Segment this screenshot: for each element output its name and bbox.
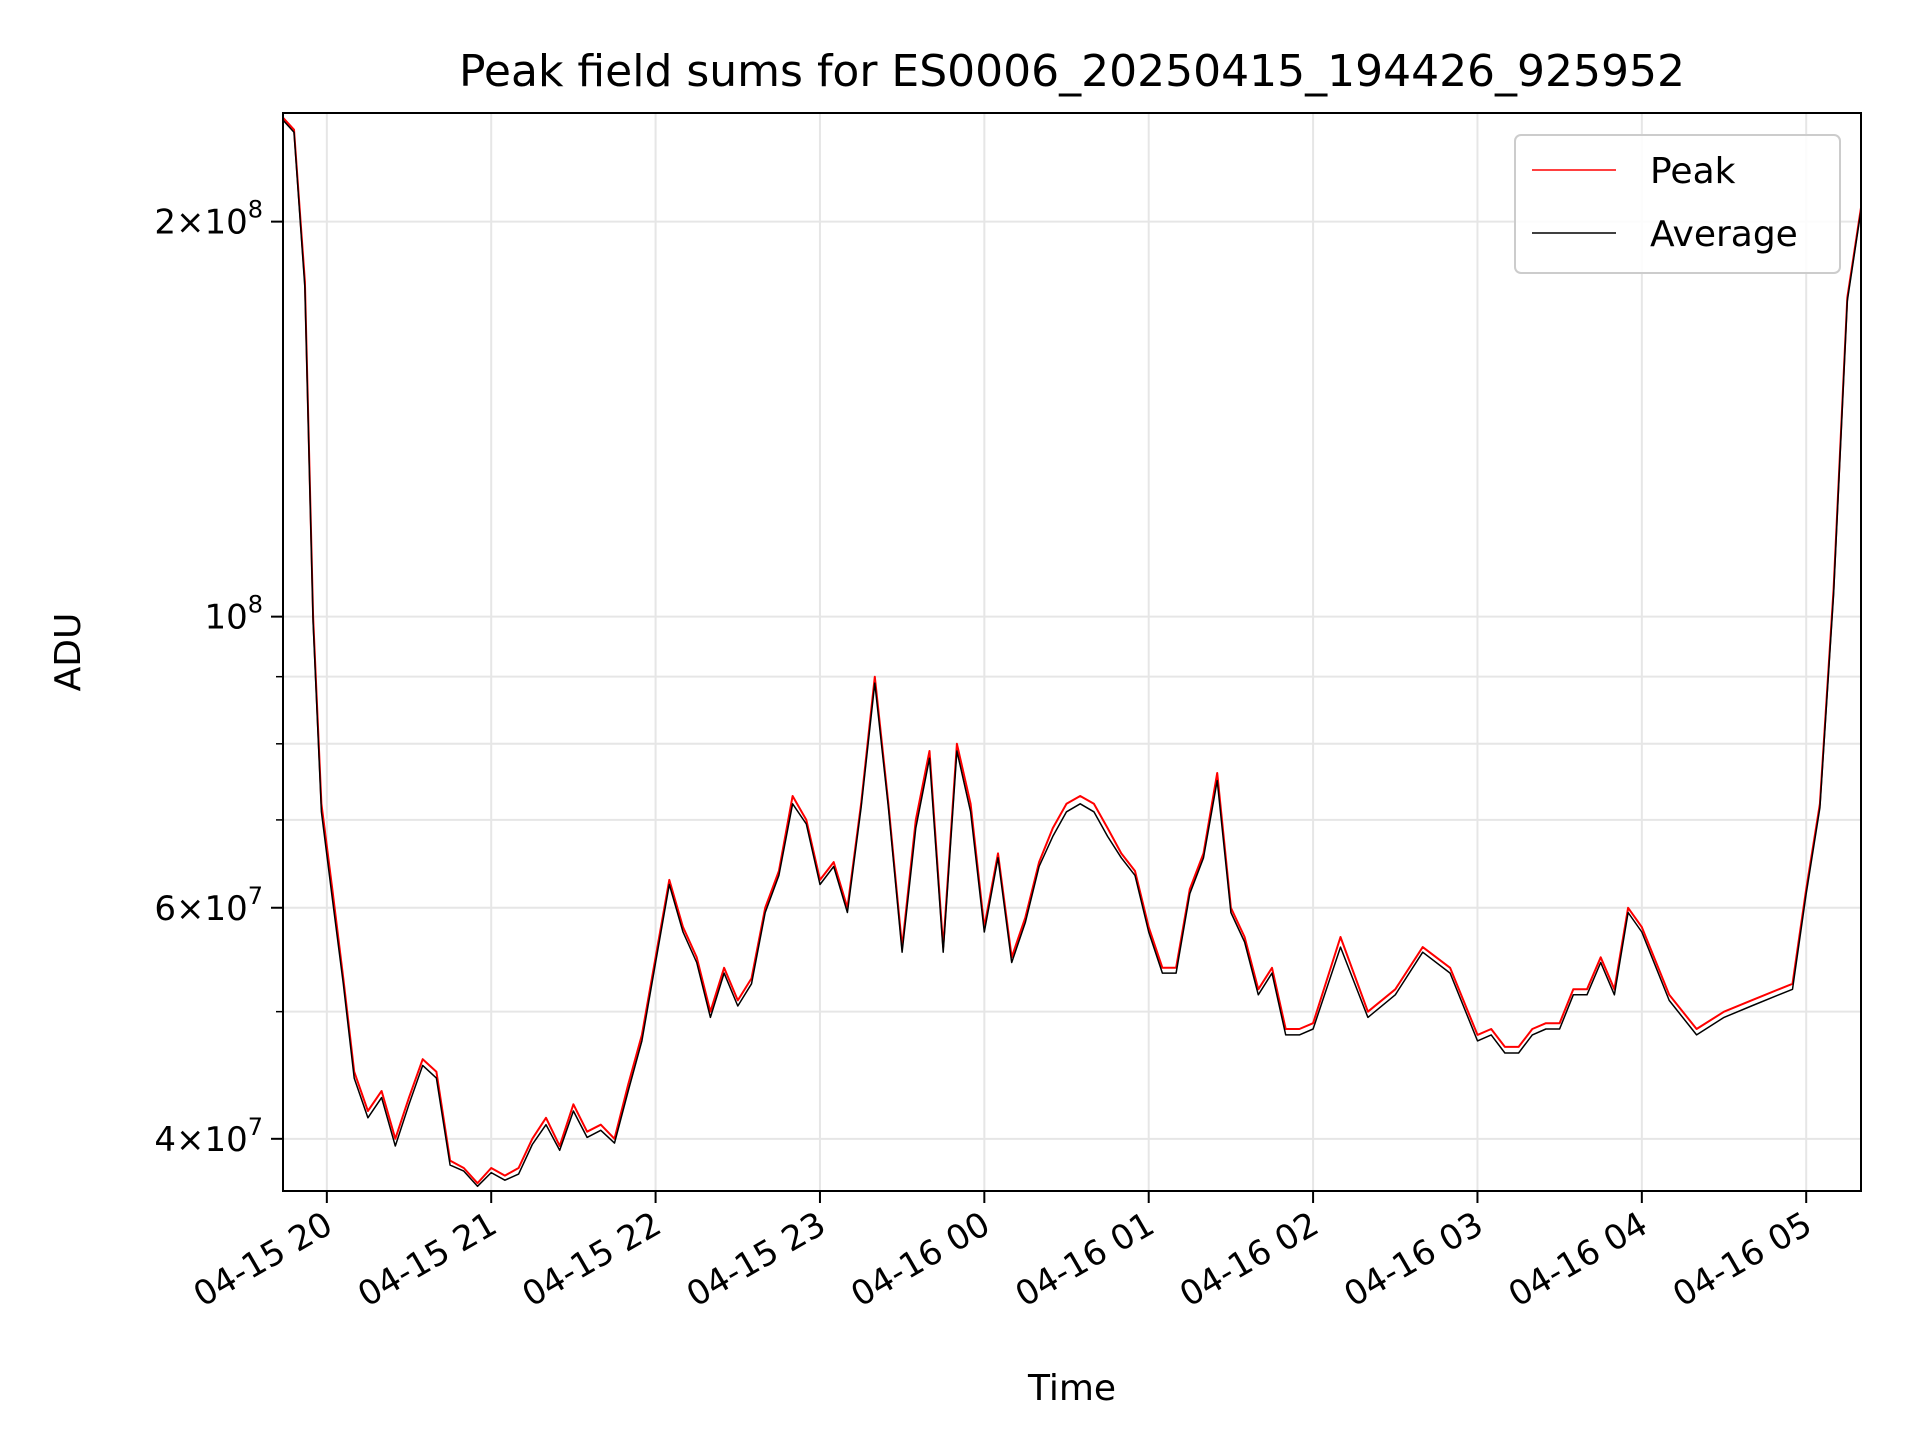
y-tick-label: 2×108 — [154, 196, 263, 243]
y-tick-times: × — [176, 889, 205, 929]
series-layer — [282, 117, 1862, 1188]
y-tick-mantissa: 10 — [204, 889, 247, 929]
y-tick-base: 6 — [154, 889, 176, 929]
y-tick-mantissa: 10 — [204, 1120, 247, 1160]
y-tick-exponent: 8 — [248, 196, 263, 224]
x-axis-label: Time — [1027, 1368, 1116, 1409]
legend: Peak Average — [1514, 134, 1841, 274]
y-tick-base: 2 — [154, 203, 176, 243]
plot-area-frame — [282, 112, 1862, 1192]
y-tick-times: × — [176, 1120, 205, 1160]
legend-label-average: Average — [1650, 214, 1798, 255]
y-axis-label: ADU — [48, 613, 89, 692]
y-tick-label: 4×107 — [154, 1113, 263, 1160]
y-tick-mantissa: 10 — [204, 203, 247, 243]
y-tick-mantissa: 10 — [204, 598, 247, 638]
series-line-average — [282, 119, 1862, 1188]
y-tick-exponent: 8 — [248, 591, 263, 619]
y-tick-exponent: 7 — [248, 1113, 263, 1141]
y-tick-base: 4 — [154, 1120, 176, 1160]
y-tick-exponent: 7 — [248, 882, 263, 910]
legend-label-peak: Peak — [1650, 151, 1736, 192]
y-tick-label: 6×107 — [154, 882, 263, 929]
y-tick-times: × — [176, 203, 205, 243]
y-tick-label: 108 — [204, 591, 263, 638]
chart-title: Peak field sums for ES0006_20250415_1944… — [459, 46, 1685, 97]
grid-lines — [283, 113, 1861, 1191]
